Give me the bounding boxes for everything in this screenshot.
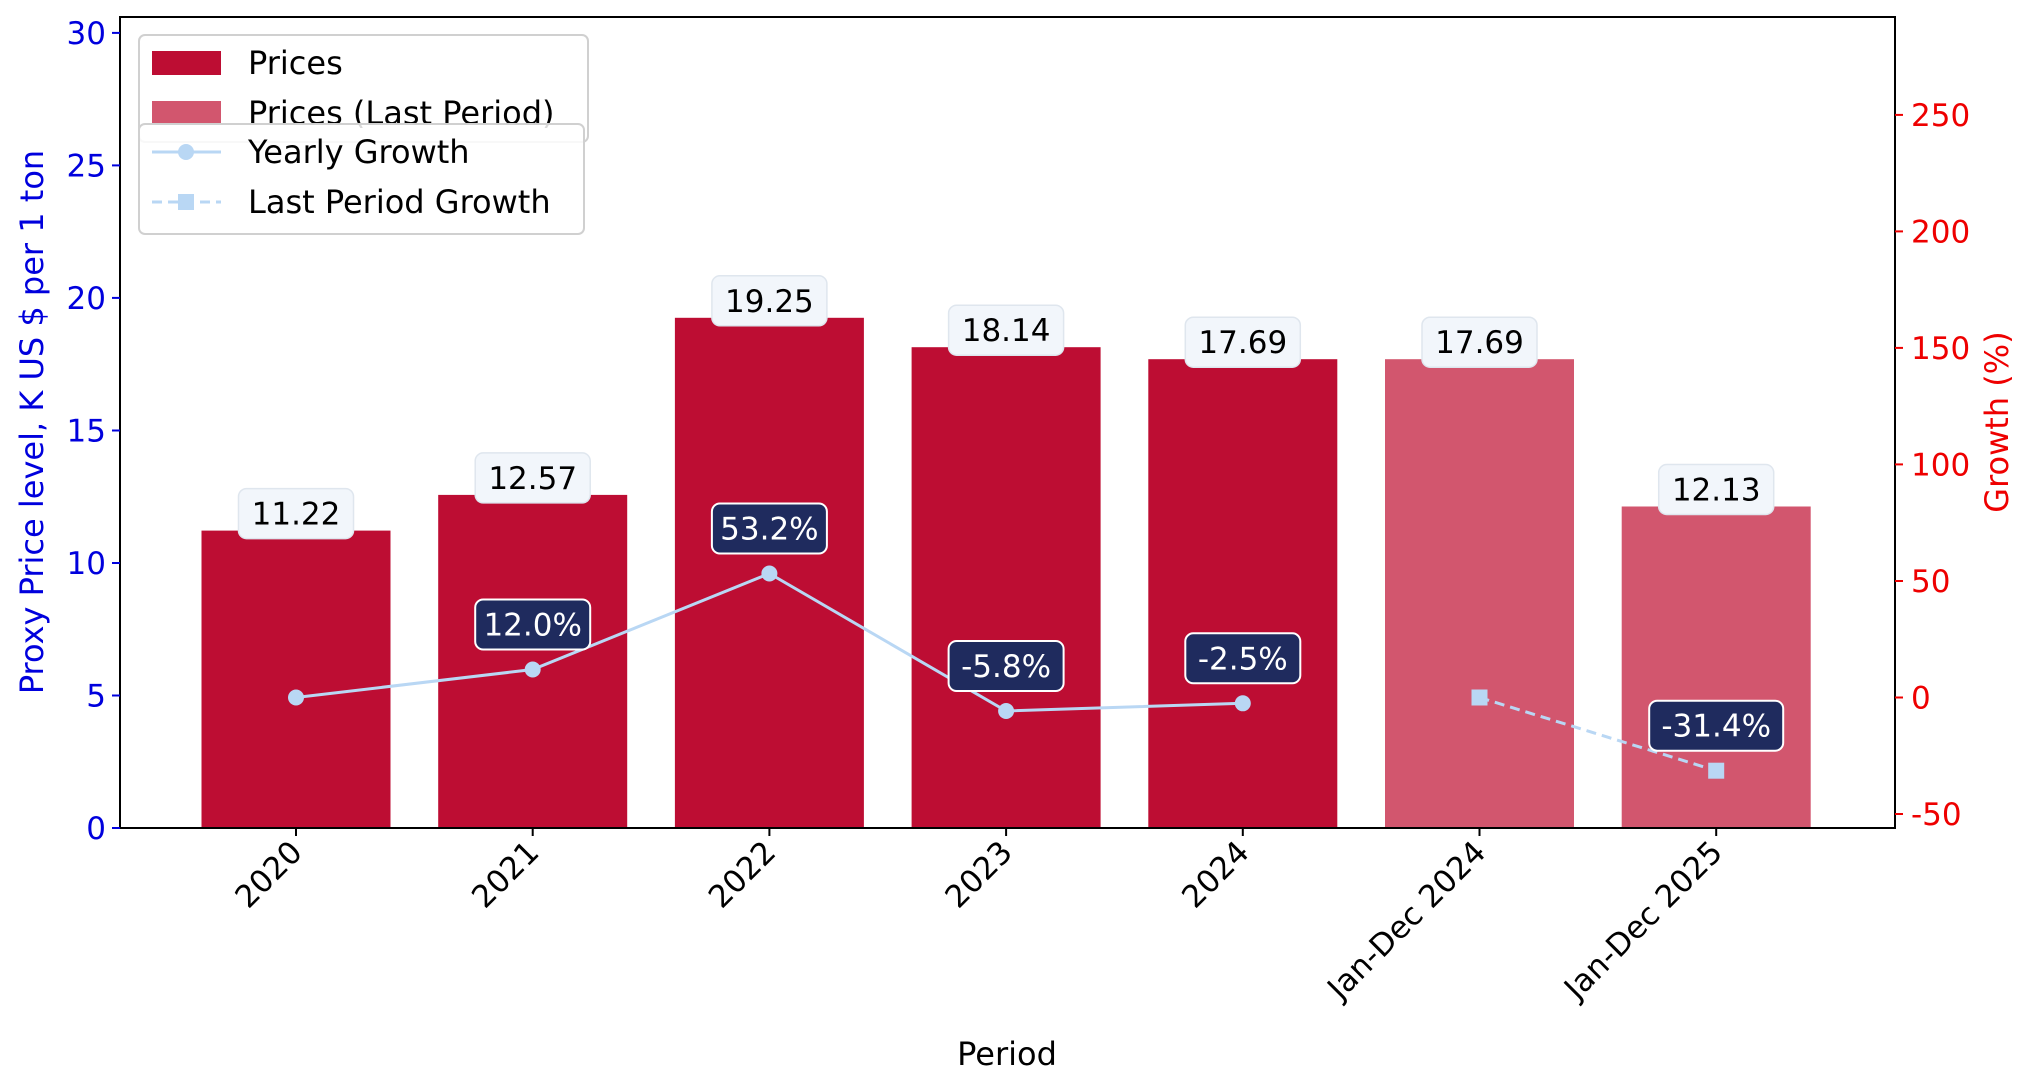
left-y-tick-label-1: 5 [86, 679, 106, 715]
bar-value-box-1 [474, 452, 591, 504]
legend-swatch-prices [152, 51, 221, 75]
left-y-tick-label-4: 20 [67, 281, 106, 317]
x-tick-label-4: 2024 [1175, 834, 1256, 915]
legend-label-yearly-growth: Yearly Growth [247, 133, 470, 171]
growth-value-label-6: -31.4% [1661, 709, 1771, 745]
bar-value-box-6 [1657, 463, 1775, 516]
growth-value-box-1 [474, 598, 592, 651]
right-y-tick-label-2: 50 [1911, 564, 1950, 600]
left-y-tick-label-0: 0 [86, 811, 106, 847]
point-last-period-growth-5 [1471, 689, 1488, 706]
bar-prices-0 [201, 530, 391, 828]
left-y-tick-label-6: 30 [67, 16, 106, 52]
bar-prices-3 [911, 347, 1101, 828]
bar-prices-4 [1148, 359, 1338, 828]
x-tick-label-2: 2022 [702, 834, 783, 915]
right-y-tick-label-6: 250 [1911, 98, 1970, 134]
left-y-axis: 0 5 10 15 20 25 30 [67, 16, 120, 847]
data-labels-layer: 11.22 12.57 19.25 18.14 17.69 17.69 12.13 12.0%… [237, 275, 1785, 752]
bar-value-label-6: 12.13 [1672, 473, 1761, 509]
right-y-tick-label-5: 200 [1911, 214, 1970, 250]
growth-lines-layer [288, 565, 1725, 779]
point-yearly-growth-2 [761, 565, 778, 582]
x-axis-title: Period [957, 1035, 1057, 1073]
legend-label-prices: Prices [248, 44, 343, 82]
legend-marker-yearly-growth [178, 144, 194, 160]
bar-prices-last-period-6 [1621, 506, 1811, 828]
bar-value-label-4: 17.69 [1198, 325, 1287, 361]
bar-value-box-3 [947, 304, 1065, 356]
line-last-period-growth [1479, 696, 1717, 773]
bar-prices-1 [438, 494, 628, 828]
left-y-tick-label-2: 10 [67, 546, 106, 582]
bar-value-box-5 [1421, 316, 1538, 368]
growth-value-label-2: 53.2% [720, 512, 818, 548]
bar-prices-last-period-5 [1385, 359, 1574, 828]
x-tick-label-5: Jan-Dec 2024 [1319, 834, 1493, 1008]
x-tick-label-0: 2020 [228, 834, 309, 915]
bar-value-label-1: 12.57 [488, 461, 577, 497]
growth-value-box-2 [710, 502, 828, 555]
growth-value-label-1: 12.0% [483, 608, 581, 644]
bar-value-box-0 [237, 487, 355, 540]
plot-frame [119, 16, 1896, 829]
point-yearly-growth-3 [998, 703, 1015, 719]
growth-value-box-3 [947, 640, 1065, 692]
bar-value-label-3: 18.14 [962, 313, 1051, 349]
growth-value-label-3: -5.8% [961, 649, 1051, 685]
right-y-tick-label-4: 150 [1911, 331, 1970, 367]
x-tick-label-1: 2021 [465, 834, 546, 915]
x-tick-label-6: Jan-Dec 2025 [1556, 834, 1730, 1008]
bar-value-label-2: 19.25 [725, 284, 814, 320]
right-y-tick-label-0: -50 [1911, 797, 1962, 833]
growth-value-box-4 [1184, 632, 1302, 685]
right-y-axis: -50 0 50 100 150 200 250 [1895, 98, 1970, 833]
left-y-tick-label-5: 25 [67, 148, 106, 184]
legend-lines-frame [138, 123, 585, 235]
bar-value-box-4 [1184, 316, 1302, 368]
legend-marker-last-period-growth [178, 194, 194, 210]
bar-value-box-2 [711, 275, 828, 327]
x-tick-label-3: 2023 [939, 834, 1020, 915]
point-last-period-growth-6 [1708, 762, 1725, 779]
point-yearly-growth-0 [288, 689, 304, 706]
legend-lines: Yearly Growth Last Period Growth [138, 123, 585, 235]
x-axis: 2020 2021 2022 2023 2024 Jan-Dec 2024 Jan-Dec … [228, 828, 1730, 1008]
left-y-tick-label-3: 15 [67, 414, 106, 450]
point-yearly-growth-1 [524, 661, 541, 678]
bars-layer [201, 317, 1811, 828]
growth-value-box-6 [1648, 699, 1785, 752]
bar-value-label-0: 11.22 [252, 497, 341, 533]
right-y-tick-label-3: 100 [1911, 447, 1970, 483]
point-yearly-growth-4 [1234, 695, 1251, 712]
right-y-tick-label-1: 0 [1911, 681, 1931, 717]
bar-value-label-5: 17.69 [1435, 325, 1524, 361]
legend-label-last-period-growth: Last Period Growth [248, 183, 551, 221]
growth-value-label-4: -2.5% [1198, 641, 1288, 677]
right-y-axis-title: Growth (%) [1978, 331, 2016, 512]
legend-swatch-prices-last-period [152, 101, 221, 125]
left-y-axis-title: Proxy Price level, K US $ per 1 ton [13, 150, 51, 694]
